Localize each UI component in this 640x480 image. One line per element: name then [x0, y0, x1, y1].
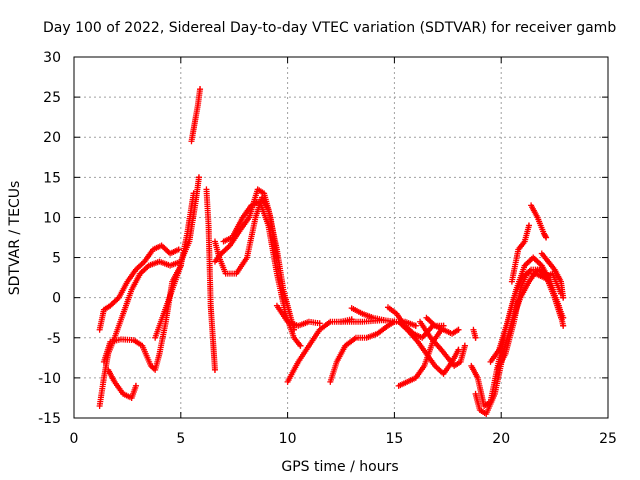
y-tick-label: 10: [43, 210, 61, 226]
data-point: [211, 366, 218, 373]
x-tick-label: 0: [70, 431, 79, 447]
series-arc: [96, 242, 182, 333]
y-tick-label: -15: [38, 411, 61, 427]
x-tick-label: 25: [599, 431, 617, 447]
series-arc: [203, 186, 218, 373]
data-point: [380, 317, 387, 324]
series-arc: [152, 190, 197, 341]
data-point: [132, 382, 139, 389]
data-point: [472, 334, 479, 341]
y-tick-label: 30: [43, 50, 61, 66]
y-tick-label: 0: [52, 291, 61, 307]
data-point: [455, 346, 462, 353]
series-arc: [327, 318, 398, 385]
data-point: [560, 322, 567, 329]
y-tick-label: 20: [43, 130, 61, 146]
axis-ticks: [73, 56, 609, 419]
x-tick-label: 5: [176, 431, 185, 447]
y-tick-label: -5: [47, 331, 61, 347]
data-point: [197, 86, 204, 93]
data-point: [461, 342, 468, 349]
data-point: [525, 222, 532, 229]
plot-frame: [73, 56, 609, 419]
x-tick-label: 10: [279, 431, 297, 447]
y-tick-label: 15: [43, 170, 61, 186]
series-arc: [528, 202, 550, 241]
series-arc: [100, 262, 184, 373]
data-point: [175, 246, 182, 253]
series-arc: [105, 366, 139, 401]
data-point: [297, 342, 304, 349]
chart-title: Day 100 of 2022, Sidereal Day-to-day VTE…: [43, 20, 616, 36]
data-point: [543, 234, 550, 241]
y-tick-label: 25: [43, 90, 61, 106]
series-arc: [188, 86, 204, 145]
series-arc: [273, 302, 323, 329]
series-arc: [538, 250, 567, 301]
series-arc: [423, 314, 462, 337]
series-arc: [470, 326, 479, 341]
data-point: [560, 294, 567, 301]
data-point: [190, 190, 197, 197]
y-axis-label: SDTVAR / TECUs: [7, 181, 23, 296]
x-axis-label: GPS time / hours: [281, 459, 398, 475]
series-arc: [508, 222, 532, 285]
data-point: [560, 314, 567, 321]
series-arc: [417, 318, 468, 369]
data-point: [412, 322, 419, 329]
x-tick-label: 15: [385, 431, 403, 447]
data-point: [455, 326, 462, 333]
series-arc: [493, 270, 565, 373]
data-point: [316, 320, 323, 327]
y-tick-labels: -15 -10 -5 0 5 10 15 20 25 30: [38, 50, 61, 427]
x-tick-label: 20: [492, 431, 510, 447]
data-point: [542, 233, 549, 240]
series-arc: [348, 305, 387, 324]
x-tick-labels: 0 5 10 15 20 25: [70, 431, 617, 447]
y-tick-label: -10: [38, 371, 61, 387]
y-tick-label: 5: [52, 251, 61, 267]
series-arc: [487, 254, 567, 365]
data-marks: [96, 86, 567, 417]
series-arc: [96, 174, 202, 409]
data-point: [195, 174, 202, 181]
